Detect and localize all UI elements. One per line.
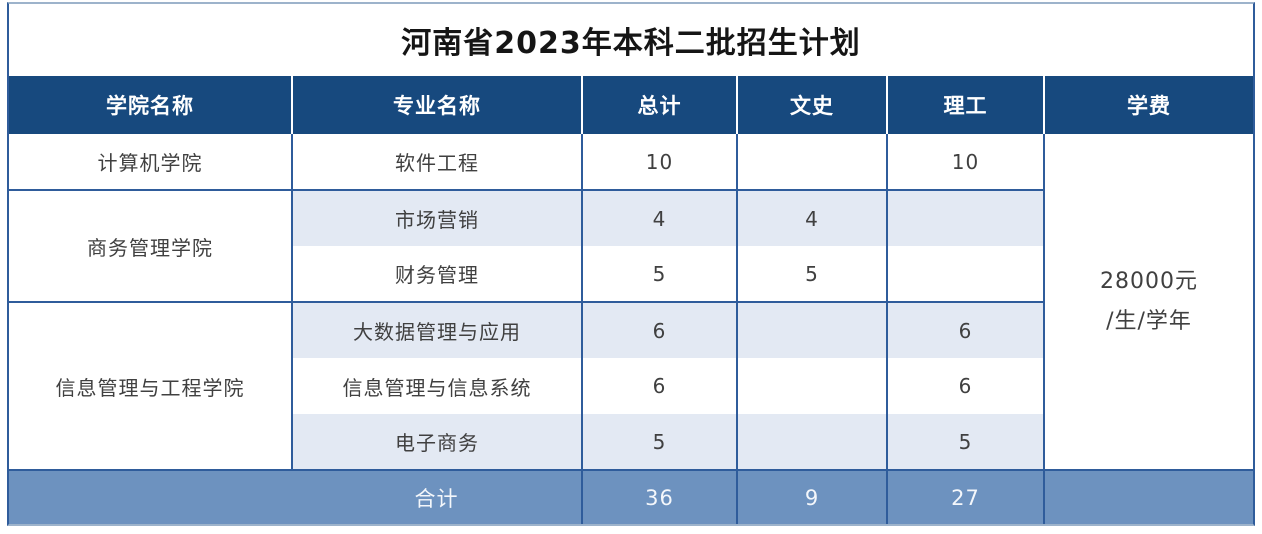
total-cell: 5	[581, 414, 737, 471]
wenshi-cell	[736, 358, 887, 414]
total-cell: 4	[581, 190, 737, 246]
footer-tuition-cell	[1043, 469, 1253, 524]
total-cell: 6	[581, 302, 737, 358]
table-row: 电子商务 5 5	[9, 414, 1253, 471]
tuition-line-1: 28000元	[1100, 268, 1198, 294]
major-cell: 市场营销	[291, 190, 582, 246]
major-cell: 电子商务	[291, 414, 582, 471]
table-row: 财务管理 5 5	[9, 246, 1253, 303]
wenshi-cell: 5	[736, 246, 887, 303]
header-cell-wenshi: 文史	[736, 76, 887, 134]
header-row: 学院名称 专业名称 总计 文史 理工 学费	[9, 76, 1253, 134]
wenshi-cell: 4	[736, 190, 887, 246]
total-cell: 5	[581, 246, 737, 303]
ligong-cell: 10	[886, 134, 1044, 191]
college-cell: 信息管理与工程学院	[9, 302, 292, 471]
major-cell: 软件工程	[291, 134, 582, 191]
footer-wenshi-cell: 9	[736, 469, 887, 524]
page-title: 河南省2023年本科二批招生计划	[401, 26, 861, 61]
ligong-cell: 6	[886, 302, 1044, 358]
wenshi-cell	[736, 134, 887, 191]
ligong-cell: 5	[886, 414, 1044, 471]
wenshi-cell	[736, 302, 887, 358]
header-cell-ligong: 理工	[886, 76, 1044, 134]
tuition-cell: 28000元 /生/学年	[1043, 134, 1253, 471]
college-cell: 计算机学院	[9, 134, 292, 191]
table-row: 信息管理与信息系统 6 6	[9, 358, 1253, 414]
ligong-cell: 6	[886, 358, 1044, 414]
table-row: 商务管理学院 市场营销 4 4	[9, 190, 1253, 303]
major-cell: 财务管理	[291, 246, 582, 303]
major-cell: 大数据管理与应用	[291, 302, 582, 358]
wenshi-cell	[736, 414, 887, 471]
header-cell-total: 总计	[581, 76, 737, 134]
header-cell-major: 专业名称	[291, 76, 582, 134]
major-cell: 信息管理与信息系统	[291, 358, 582, 414]
enrollment-table: 学院名称 专业名称 总计 文史 理工 学费 计算机学院 软件工程 10 10 2…	[9, 76, 1253, 524]
table-row: 信息管理与工程学院 大数据管理与应用 6 6	[9, 302, 1253, 471]
ligong-cell	[886, 190, 1044, 246]
tuition-line-2: /生/学年	[1106, 308, 1192, 334]
total-cell: 10	[581, 134, 737, 191]
footer-row: 合计 36 9 27	[9, 469, 1253, 524]
table-title-box: 河南省2023年本科二批招生计划	[9, 4, 1253, 76]
college-cell: 商务管理学院	[9, 190, 292, 303]
total-cell: 6	[581, 358, 737, 414]
footer-label-cell: 合计	[9, 469, 582, 524]
header-cell-tuition: 学费	[1043, 76, 1253, 134]
footer-total-cell: 36	[581, 469, 737, 524]
table-row: 计算机学院 软件工程 10 10 28000元 /生/学年	[9, 134, 1253, 471]
header-cell-college: 学院名称	[9, 76, 292, 134]
ligong-cell	[886, 246, 1044, 303]
enrollment-table-frame: 河南省2023年本科二批招生计划 学院名称 专业名称 总计 文史 理工 学费 计…	[7, 2, 1255, 526]
footer-ligong-cell: 27	[886, 469, 1044, 524]
